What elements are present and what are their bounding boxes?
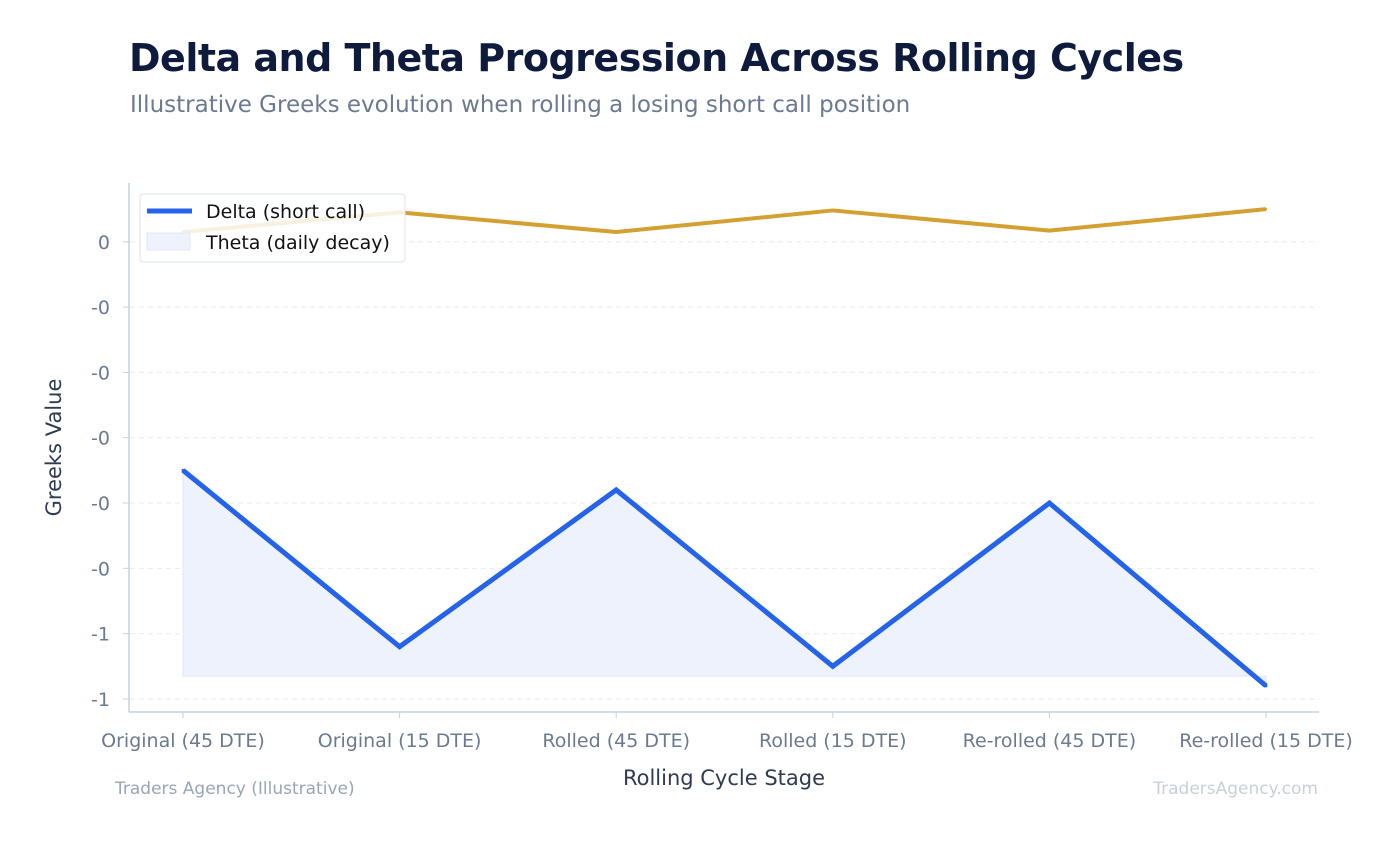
y-tick-label: -1 bbox=[91, 624, 110, 646]
y-tick-label: 0 bbox=[98, 232, 110, 254]
y-tick-label: -0 bbox=[91, 558, 110, 580]
legend-delta-label: Delta (short call) bbox=[206, 201, 365, 223]
legend-theta-label: Theta (daily decay) bbox=[205, 232, 390, 254]
chart-subtitle: Illustrative Greeks evolution when rolli… bbox=[130, 92, 911, 118]
y-tick-label: -0 bbox=[91, 297, 110, 319]
delta-series-line bbox=[181, 468, 1268, 688]
y-tick-label: -0 bbox=[91, 362, 110, 384]
x-tick-label: Rolled (15 DTE) bbox=[759, 730, 907, 752]
legend-theta-swatch bbox=[146, 232, 191, 251]
delta-point bbox=[398, 645, 402, 649]
delta-point bbox=[614, 488, 618, 492]
chart-title: Delta and Theta Progression Across Rolli… bbox=[129, 36, 1184, 80]
y-tick-label: -1 bbox=[91, 689, 110, 711]
y-axis-title: Greeks Value bbox=[42, 379, 66, 517]
delta-point bbox=[1047, 501, 1051, 505]
theta-point bbox=[831, 209, 834, 212]
footer-source: Traders Agency (Illustrative) bbox=[115, 779, 355, 799]
theta-point bbox=[1264, 207, 1268, 211]
theta-point bbox=[615, 230, 618, 234]
delta-point bbox=[181, 468, 185, 472]
theta-point bbox=[1048, 229, 1051, 232]
x-tick-label: Re-rolled (45 DTE) bbox=[963, 730, 1137, 752]
x-tick-label: Original (45 DTE) bbox=[101, 730, 265, 752]
x-tick-label: Re-rolled (15 DTE) bbox=[1179, 730, 1353, 752]
x-tick-label: Rolled (45 DTE) bbox=[542, 730, 690, 752]
x-tick-label: Original (15 DTE) bbox=[318, 730, 482, 752]
footer-watermark: TradersAgency.com bbox=[1153, 779, 1318, 799]
legend: Delta (short call) Theta (daily decay) bbox=[139, 193, 406, 263]
y-tick-label: -0 bbox=[91, 493, 110, 515]
x-axis-title: Rolling Cycle Stage bbox=[623, 766, 825, 790]
y-tick-label: -0 bbox=[91, 428, 110, 450]
delta-point bbox=[1264, 684, 1268, 688]
delta-point bbox=[831, 664, 835, 668]
legend-box bbox=[139, 193, 406, 263]
